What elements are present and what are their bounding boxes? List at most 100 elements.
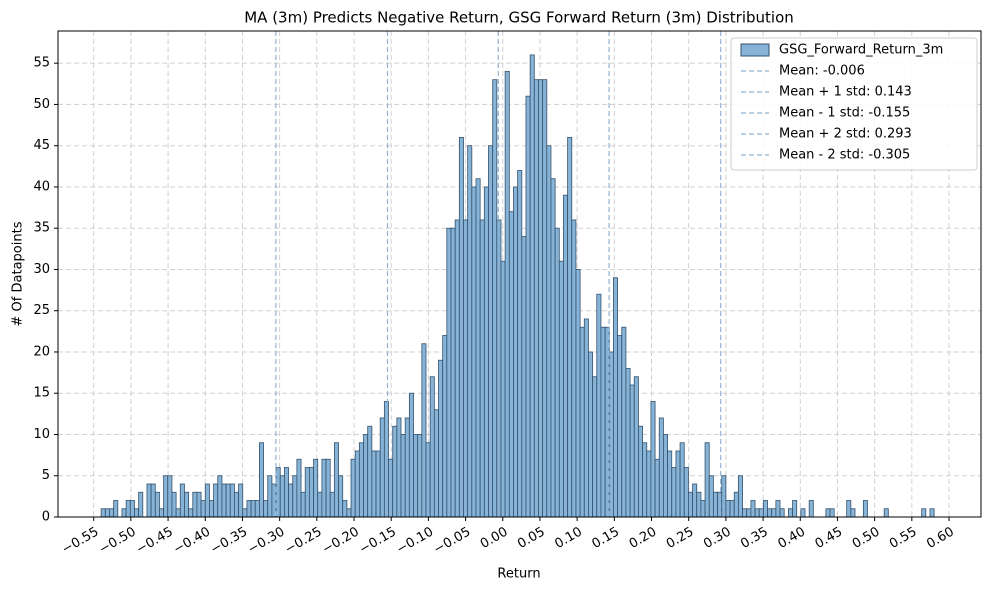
- x-tick-label: −0.25: [283, 525, 325, 558]
- bar: [279, 475, 285, 518]
- y-tick-label: 45: [33, 138, 50, 153]
- legend-label: GSG_Forward_Return_3m: [779, 43, 943, 58]
- x-tick-label: −0.45: [134, 525, 176, 558]
- bar: [179, 483, 185, 518]
- bar: [579, 326, 585, 518]
- bar: [508, 211, 514, 518]
- bar: [308, 467, 314, 518]
- bar: [588, 351, 594, 518]
- bar: [708, 475, 714, 518]
- bar: [538, 79, 544, 518]
- x-tick-label: 0.15: [590, 525, 623, 552]
- bar: [471, 186, 477, 518]
- bar: [358, 442, 364, 518]
- bar: [771, 508, 777, 518]
- bar: [267, 475, 273, 518]
- bar: [567, 137, 573, 518]
- legend-label: Mean - 2 std: -0.305: [779, 148, 910, 163]
- legend-label: Mean: -0.006: [779, 64, 865, 79]
- bar: [792, 500, 798, 518]
- y-tick-label: 0: [42, 510, 50, 525]
- bar: [433, 409, 439, 518]
- bar: [113, 500, 119, 518]
- bar: [442, 335, 448, 518]
- bar: [221, 483, 227, 518]
- bar: [750, 500, 756, 518]
- x-tick-label: 0.10: [552, 525, 585, 552]
- x-tick-label: 0.50: [850, 525, 883, 552]
- bar: [350, 458, 356, 518]
- bar: [446, 227, 452, 518]
- bar: [475, 178, 481, 518]
- bar: [367, 425, 373, 518]
- bar: [196, 491, 202, 518]
- x-tick-label: −0.15: [357, 525, 399, 558]
- bar: [104, 508, 110, 518]
- bar: [313, 458, 319, 518]
- y-tick-label: 10: [33, 427, 50, 442]
- bar: [737, 475, 743, 518]
- bar: [296, 458, 302, 518]
- bar: [246, 500, 252, 518]
- bar: [204, 483, 210, 518]
- bar: [184, 491, 190, 518]
- bar: [354, 450, 360, 518]
- bar: [862, 500, 868, 518]
- y-tick-label: 15: [33, 386, 50, 401]
- x-tick-label: 0.05: [515, 525, 548, 552]
- bar: [546, 145, 552, 518]
- bar: [800, 508, 806, 518]
- bar: [150, 483, 156, 518]
- bar: [229, 483, 235, 518]
- bar: [696, 491, 702, 518]
- bar: [654, 458, 660, 518]
- bar: [463, 219, 469, 518]
- bar: [638, 425, 643, 518]
- bar: [563, 194, 569, 518]
- y-tick-label: 25: [33, 303, 50, 318]
- bar: [408, 392, 414, 518]
- legend-box: [730, 37, 978, 171]
- bar: [850, 508, 856, 518]
- bar: [413, 434, 419, 518]
- bar: [754, 508, 760, 518]
- bar: [429, 376, 435, 518]
- bar: [517, 170, 523, 518]
- bar: [779, 508, 785, 518]
- bar: [733, 491, 739, 518]
- bar: [192, 491, 198, 518]
- bar: [396, 417, 402, 518]
- bar: [633, 376, 639, 518]
- y-tick-label: 20: [33, 344, 50, 359]
- bar: [571, 219, 577, 518]
- bar: [171, 491, 177, 518]
- x-tick-label: −0.20: [320, 525, 362, 558]
- bar: [608, 351, 614, 518]
- bar: [500, 260, 506, 518]
- bar: [209, 500, 214, 518]
- bar: [213, 483, 219, 518]
- bar: [596, 293, 602, 518]
- bar: [700, 500, 706, 518]
- x-tick-label: 0.60: [924, 525, 957, 552]
- bar: [283, 467, 289, 518]
- bar: [613, 277, 619, 518]
- legend-label: Mean + 2 std: 0.293: [779, 127, 912, 142]
- bar: [342, 500, 348, 518]
- bar: [692, 483, 698, 518]
- bar: [712, 491, 718, 518]
- x-tick-label: 0.20: [627, 525, 660, 552]
- bar: [125, 500, 131, 518]
- bar: [600, 326, 606, 518]
- bar: [175, 508, 181, 518]
- bar: [263, 500, 269, 518]
- bar: [483, 186, 489, 518]
- x-tick-label: 0.40: [775, 525, 808, 552]
- x-tick-label: −0.50: [97, 525, 139, 558]
- x-tick-label: −0.35: [208, 525, 250, 558]
- bar: [521, 236, 527, 518]
- bar: [775, 500, 781, 518]
- bar: [188, 508, 194, 518]
- bar: [688, 491, 693, 518]
- bar: [167, 475, 173, 518]
